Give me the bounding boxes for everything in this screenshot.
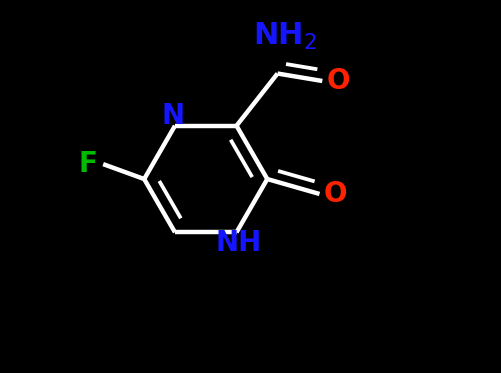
Text: NH$_2$: NH$_2$ — [253, 21, 317, 52]
Text: NH: NH — [215, 229, 262, 257]
Text: N: N — [161, 103, 185, 131]
Text: O: O — [327, 67, 350, 95]
Text: O: O — [324, 180, 347, 208]
Text: F: F — [78, 150, 97, 178]
